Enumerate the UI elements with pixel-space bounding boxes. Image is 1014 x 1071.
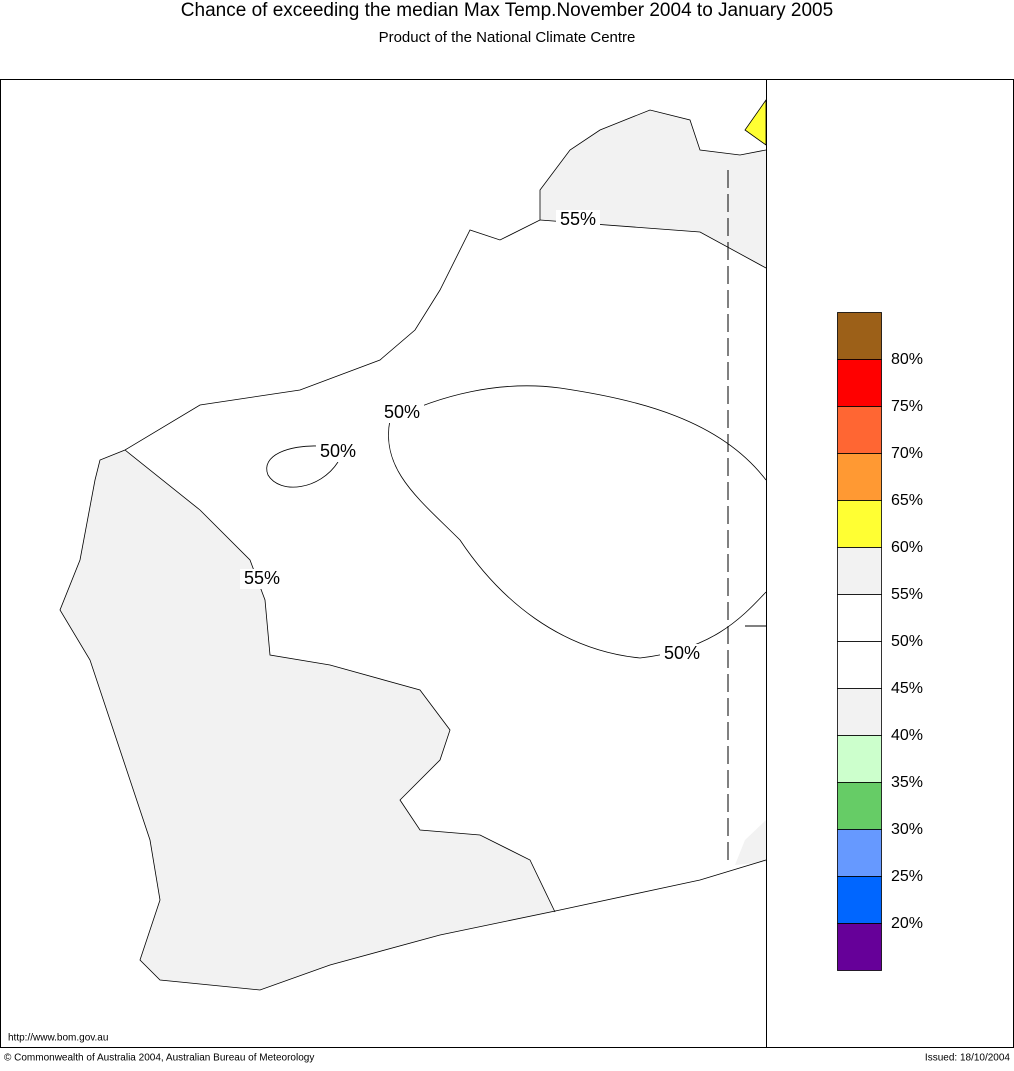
contour-label: 50% (664, 643, 700, 663)
contour-label: 50% (320, 441, 356, 461)
legend-label: 70% (891, 445, 923, 462)
legend-swatch (837, 735, 882, 783)
legend-label: 40% (891, 727, 923, 744)
legend-swatch (837, 312, 882, 360)
contour-label: 55% (560, 209, 596, 229)
legend-label: 65% (891, 492, 923, 509)
legend-swatch (837, 876, 882, 924)
legend-swatch (837, 641, 882, 689)
legend-swatch (837, 500, 882, 548)
contour-label: 50% (384, 402, 420, 422)
contour-label: 55% (244, 568, 280, 588)
copyright: © Commonwealth of Australia 2004, Austra… (4, 1053, 314, 1064)
legend-swatch (837, 688, 882, 736)
legend-swatch (837, 782, 882, 830)
contour-labels: 55% 50% 50% 55% 50% (240, 209, 704, 664)
title: Chance of exceeding the median Max Temp.… (181, 0, 833, 21)
legend-label: 45% (891, 680, 923, 697)
legend-label: 80% (891, 351, 923, 368)
contour (266, 445, 339, 488)
legend-label: 35% (891, 774, 923, 791)
url: http://www.bom.gov.au (8, 1033, 108, 1044)
legend: 80% 75% 70% 65% 60% 55% 50% 45% 40% 35% 30% 25% 20% (837, 312, 923, 971)
legend-swatch (837, 547, 882, 595)
legend-swatch (837, 594, 882, 642)
legend-label: 25% (891, 868, 923, 885)
region-55 (60, 450, 555, 990)
legend-label: 75% (891, 398, 923, 415)
label-bg (240, 569, 284, 589)
region-55 (540, 110, 766, 268)
label-bg (380, 403, 424, 423)
map-area (59, 80, 767, 1047)
legend-swatch (837, 359, 882, 407)
legend-swatch (837, 829, 882, 877)
legend-label: 20% (891, 915, 923, 932)
legend-label: 60% (891, 539, 923, 556)
subtitle: Product of the National Climate Centre (379, 29, 636, 46)
label-bg (316, 442, 360, 462)
legend-swatch (837, 453, 882, 501)
legend-swatch (837, 406, 882, 454)
region-55 (735, 820, 766, 865)
legend-label: 55% (891, 586, 923, 603)
legend-swatch (837, 923, 882, 971)
label-bg (660, 644, 704, 664)
label-bg (556, 210, 600, 230)
contour (124, 449, 556, 913)
issued: Issued: 18/10/2004 (925, 1053, 1011, 1064)
legend-label: 50% (891, 633, 923, 650)
contour (388, 385, 767, 659)
legend-label: 30% (891, 821, 923, 838)
